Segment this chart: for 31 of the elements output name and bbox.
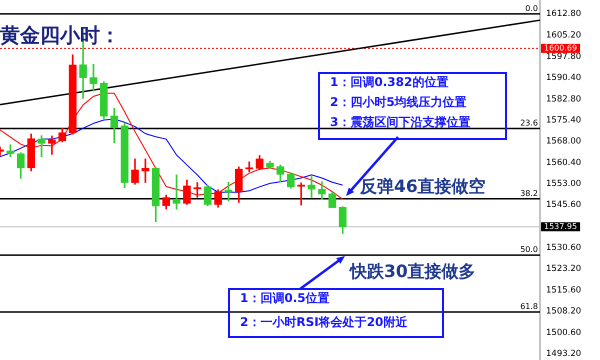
y-tick-label: 1500.60 [546, 328, 582, 338]
annotation: 50.0 [520, 245, 538, 254]
annotation: 1：回调0.382的位置 [330, 74, 448, 91]
ref-line-label: 1600.69 [544, 43, 578, 52]
y-tick-label: 1545.60 [546, 200, 582, 210]
annotation: 0.0 [525, 4, 538, 14]
annotation: 3：震荡区间下沿支撑位置 [330, 114, 470, 131]
y-tick-label: 1590.40 [546, 72, 582, 83]
y-tick-label: 1508.20 [546, 306, 582, 317]
annotation: 反弹46直接做空 [360, 176, 486, 198]
y-tick-label: 1515.60 [546, 286, 582, 296]
y-tick-label: 1530.60 [546, 242, 582, 253]
ref-line-label: 1537.95 [544, 222, 578, 231]
annotation: 61.8 [520, 302, 538, 312]
y-tick-label: 1560.40 [546, 158, 582, 168]
y-tick-label: 1493.20 [546, 349, 582, 360]
annotation: 2：四小时5均线压力位置 [330, 94, 467, 111]
annotation: 38.2 [520, 188, 538, 198]
y-tick-label: 1575.40 [546, 115, 582, 126]
y-tick-label: 1523.20 [546, 264, 582, 274]
text: 黄金四小时： [0, 22, 120, 49]
annotation: 快跌30直接做多 [350, 261, 476, 283]
y-tick-label: 1597.80 [546, 52, 582, 62]
y-tick-label: 1605.20 [546, 30, 582, 41]
y-tick-label: 1553.00 [546, 179, 582, 190]
annotation: 1：回调0.5位置 [240, 290, 330, 307]
y-tick-label: 1568.00 [546, 136, 582, 147]
y-tick-label: 1582.80 [546, 94, 582, 104]
annotation: 23.6 [520, 118, 538, 128]
annotation: 2：一小时RSI将会处于20附近 [240, 314, 408, 331]
y-tick-label: 1612.80 [546, 9, 582, 20]
